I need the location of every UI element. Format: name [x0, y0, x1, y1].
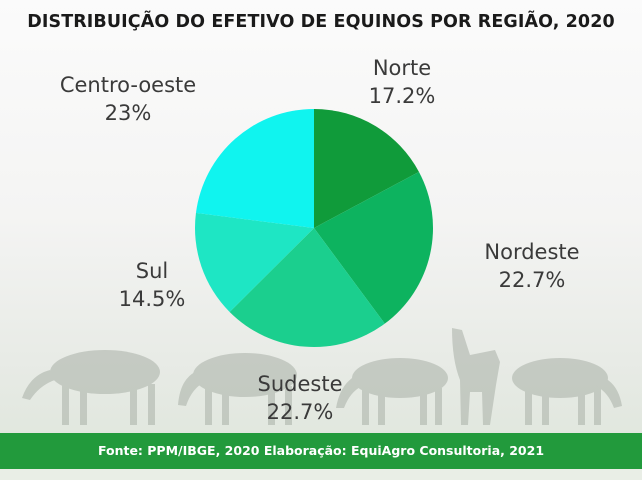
slice-label-sul: Sul 14.5%	[62, 257, 242, 313]
slice-name: Norte	[372, 56, 432, 80]
slice-label-centro-oeste: Centro-oeste 23%	[38, 71, 218, 127]
chart-title: DISTRIBUIÇÃO DO EFETIVO DE EQUINOS POR R…	[27, 12, 615, 32]
pie-slice-norte	[314, 109, 419, 228]
slice-name: Centro-oeste	[59, 73, 197, 97]
slice-value: 22.7%	[266, 400, 334, 424]
slice-label-nordeste: Nordeste 22.7%	[442, 238, 622, 294]
slice-value: 17.2%	[368, 84, 436, 108]
slice-value: 14.5%	[118, 287, 186, 311]
pie-slice-sul	[194, 212, 314, 312]
bottom-strip	[0, 469, 642, 480]
grazing-horses-silhouette-icon	[22, 328, 622, 425]
slice-name: Sul	[135, 259, 169, 283]
slice-name: Nordeste	[484, 240, 580, 264]
slice-value: 22.7%	[498, 268, 566, 292]
source-footer: Fonte: PPM/IBGE, 2020 Elaboração: EquiAg…	[0, 433, 642, 469]
pie-slice-nordeste	[314, 171, 433, 324]
slice-name: Sudeste	[257, 372, 343, 396]
slice-value: 23%	[104, 101, 152, 125]
pie-slice-centro-oeste	[195, 109, 314, 228]
pie-slice-sudeste	[229, 228, 385, 347]
slice-label-norte: Norte 17.2%	[312, 54, 492, 110]
slice-label-sudeste: Sudeste 22.7%	[210, 370, 390, 426]
